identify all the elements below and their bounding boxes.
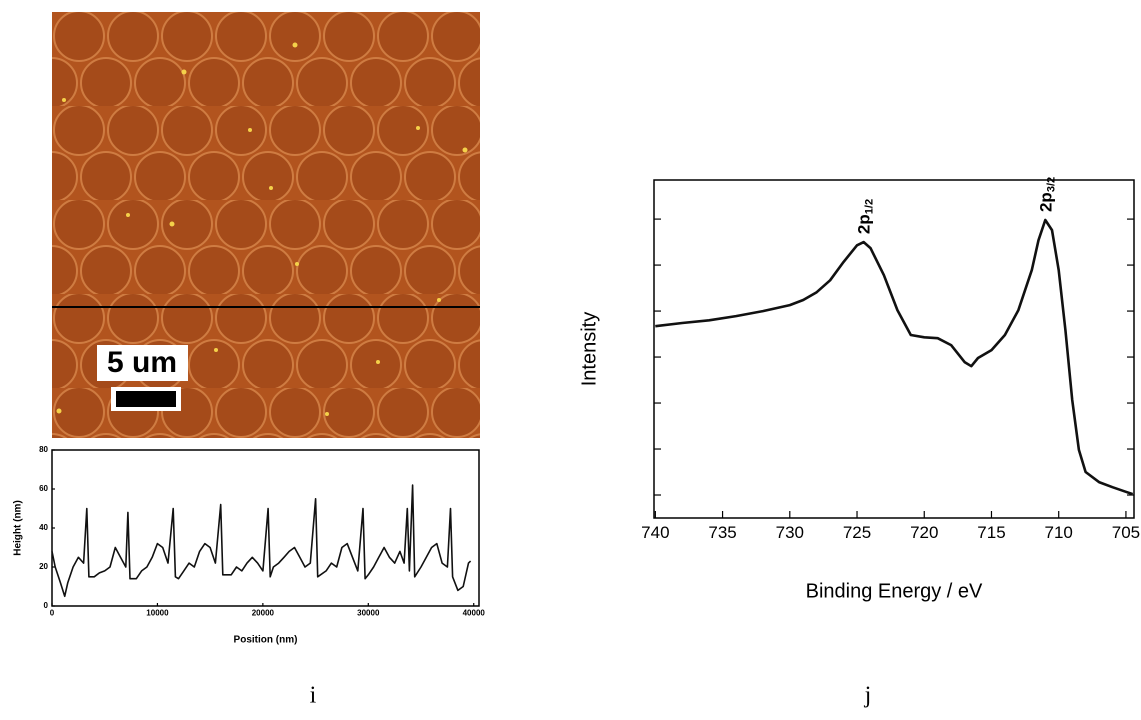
plot-frame xyxy=(653,179,1135,519)
x-tick-label: 715 xyxy=(977,523,1005,542)
panel-label: i xyxy=(310,683,317,709)
particles xyxy=(56,42,468,416)
x-tick-label: 20000 xyxy=(252,608,275,617)
y-axis-label: Intensity xyxy=(578,312,600,386)
x-tick-label: 0 xyxy=(50,608,55,617)
peak-annotation-sub: 3/2 xyxy=(1045,177,1057,192)
x-tick-label: 710 xyxy=(1045,523,1073,542)
x-tick-label: 705 xyxy=(1112,523,1140,542)
x-tick-label: 720 xyxy=(910,523,938,542)
x-tick-label: 735 xyxy=(708,523,736,542)
x-tick-label: 725 xyxy=(843,523,871,542)
peak-annotation-main: 2p xyxy=(1037,192,1056,212)
x-axis-label: Binding Energy / eV xyxy=(806,580,983,602)
scale-label: 5 um xyxy=(107,346,177,379)
data-line xyxy=(655,218,1134,496)
x-tick-label: 740 xyxy=(641,523,669,542)
x-axis-label: Position (nm) xyxy=(234,635,298,646)
peak-annotation: 2p1/2 xyxy=(855,199,875,234)
y-tick-label: 0 xyxy=(44,601,49,610)
y-tick-label: 80 xyxy=(39,445,48,454)
afm-image: 5 um xyxy=(52,12,480,438)
x-tick-label: 10000 xyxy=(146,608,169,617)
y-tick-label: 40 xyxy=(39,523,48,532)
y-axis-label: Height (nm) xyxy=(13,500,24,556)
y-tick-label: 60 xyxy=(39,484,48,493)
x-tick-label: 30000 xyxy=(357,608,380,617)
peak-annotation-main: 2p xyxy=(855,214,874,234)
scale-bar xyxy=(116,391,176,407)
peak-annotation: 2p3/2 xyxy=(1037,177,1057,212)
x-tick-label: 40000 xyxy=(463,608,486,617)
panel-label: j xyxy=(864,683,872,709)
plot-frame xyxy=(51,449,480,607)
peak-annotation-sub: 1/2 xyxy=(864,199,876,214)
y-tick-label: 20 xyxy=(39,562,48,571)
data-line xyxy=(51,484,472,598)
x-tick-label: 730 xyxy=(776,523,804,542)
scale-label-box xyxy=(97,345,188,381)
